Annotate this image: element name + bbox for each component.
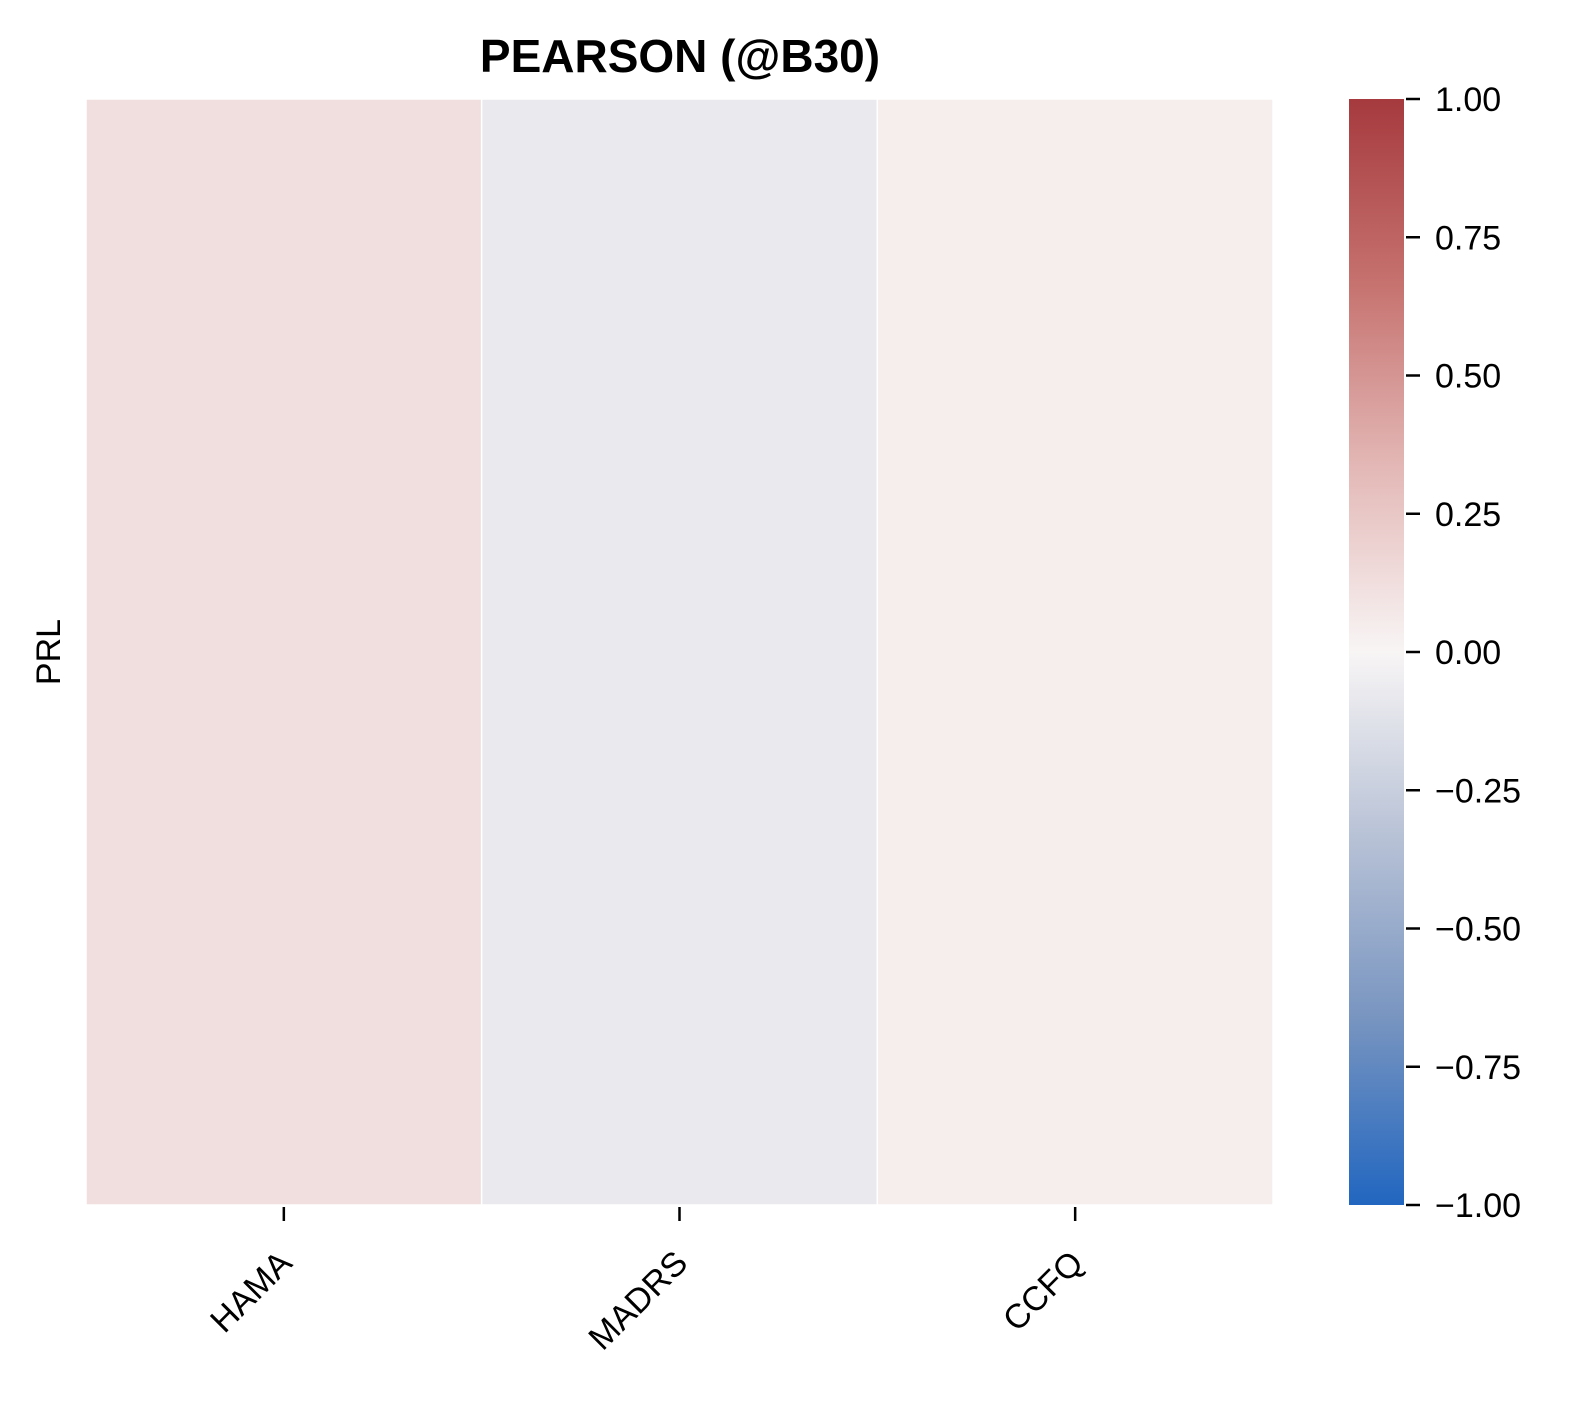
- heatmap-cell: [480, 98, 879, 1206]
- colorbar-tick-label: 0.50: [1435, 358, 1501, 396]
- x-axis: HAMA MADRS CCFQ: [203, 1207, 1091, 1357]
- colorbar-tick-label: −0.25: [1435, 772, 1521, 810]
- colorbar-tick-label: −0.50: [1435, 911, 1521, 949]
- colorbar-tick-label: 0.25: [1435, 496, 1501, 534]
- y-axis: PRL: [30, 619, 68, 685]
- colorbar-tick-label: 1.00: [1435, 81, 1501, 119]
- x-tick-label: MADRS: [581, 1244, 695, 1358]
- heatmap-cells: [85, 98, 1274, 1206]
- colorbar-gradient: [1349, 99, 1404, 1205]
- heatmap-cell: [876, 98, 1274, 1206]
- x-tick-label: CCFQ: [996, 1244, 1091, 1339]
- x-tick-label: HAMA: [203, 1244, 300, 1341]
- y-tick-label: PRL: [30, 619, 68, 685]
- colorbar-tick-label: −0.75: [1435, 1049, 1521, 1087]
- heatmap-cell: [85, 98, 483, 1206]
- colorbar-tick-label: −1.00: [1435, 1187, 1521, 1225]
- chart-title: PEARSON (@B30): [480, 30, 880, 82]
- colorbar-tick-label: 0.00: [1435, 634, 1501, 672]
- colorbar-tick-label: 0.75: [1435, 219, 1501, 257]
- colorbar: 1.00 0.75 0.50 0.25 0.00 −0.25 −0.50 −0.75 −1.00: [1349, 81, 1521, 1225]
